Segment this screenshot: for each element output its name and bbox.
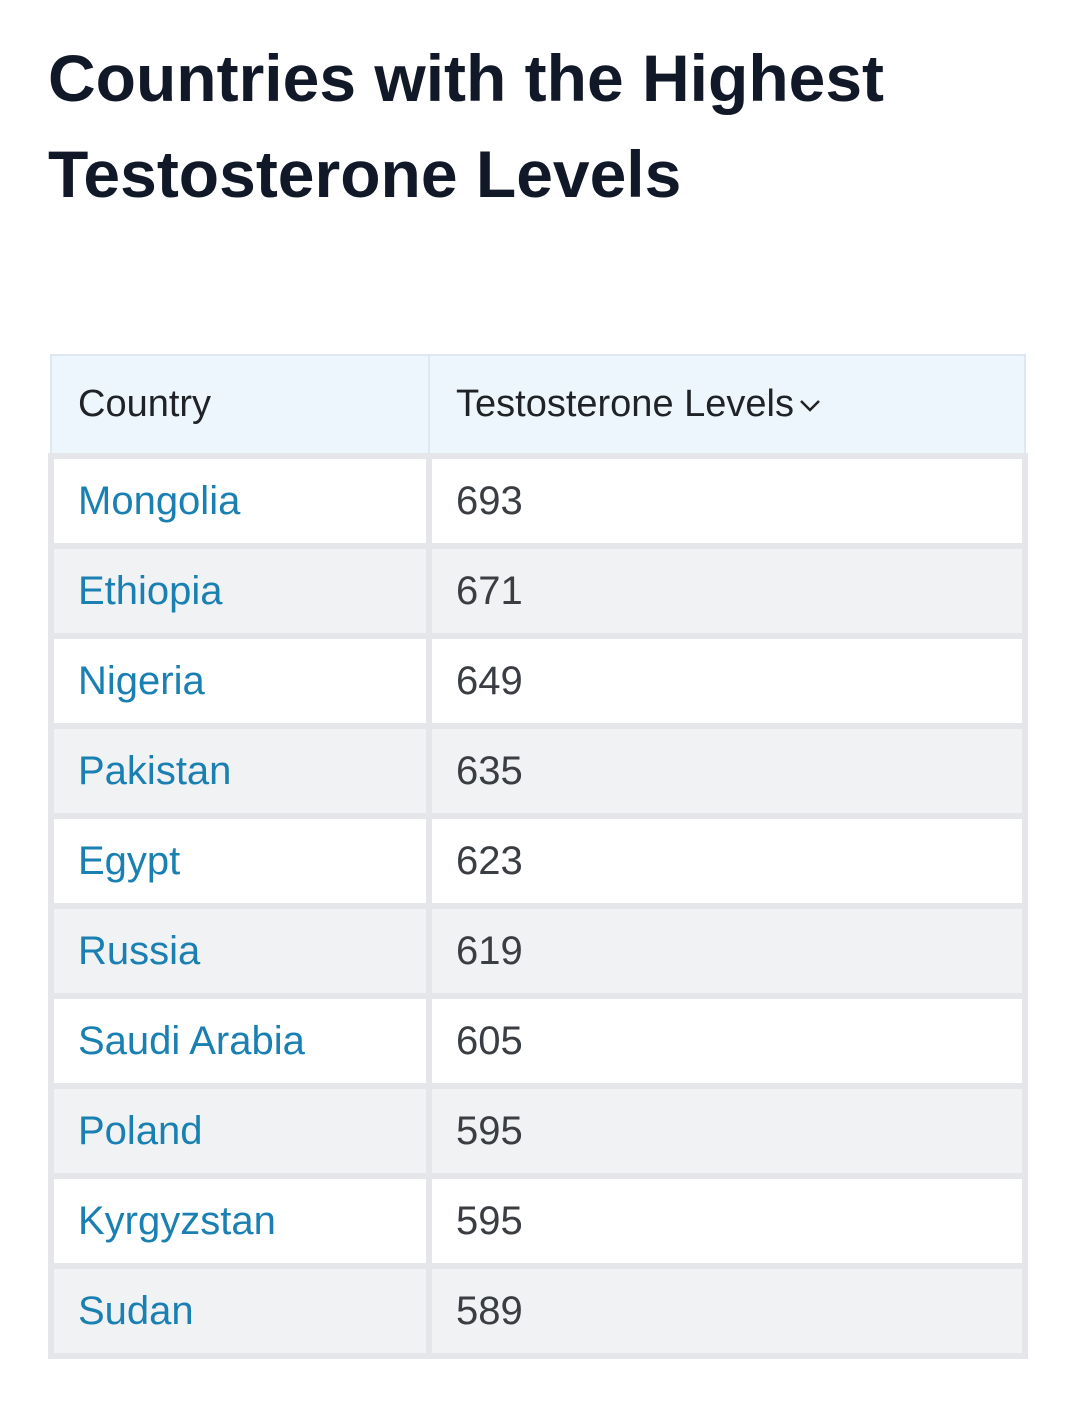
country-link[interactable]: Sudan (48, 1263, 432, 1359)
data-table: Country Testosterone Levels Mongolia 693 E… (48, 354, 1028, 1359)
country-link[interactable]: Mongolia (48, 453, 432, 549)
column-header-text: Testosterone Levels (456, 383, 794, 425)
column-header[interactable]: Testosterone Levels (428, 354, 1026, 458)
column-header[interactable]: Country (50, 354, 430, 458)
country-link[interactable]: Kyrgyzstan (48, 1173, 432, 1269)
testosterone-value: 595 (426, 1173, 1028, 1269)
page-title: Countries with the Highest Testosterone … (48, 41, 885, 211)
testosterone-value: 605 (426, 993, 1028, 1089)
country-link[interactable]: Ethiopia (48, 543, 432, 639)
country-link[interactable]: Pakistan (48, 723, 432, 819)
testosterone-value: 649 (426, 633, 1028, 729)
table-row: Poland 595 (48, 1083, 1028, 1179)
testosterone-value: 589 (426, 1263, 1028, 1359)
table-body: Mongolia 693 Ethiopia 671 Nigeria 649 Pakistan… (48, 453, 1028, 1359)
table-row: Pakistan 635 (48, 723, 1028, 819)
country-link[interactable]: Russia (48, 903, 432, 999)
column-header-text: Country (78, 383, 212, 425)
testosterone-value: 635 (426, 723, 1028, 819)
table-row: Nigeria 649 (48, 633, 1028, 729)
country-link[interactable]: Poland (48, 1083, 432, 1179)
testosterone-value: 671 (426, 543, 1028, 639)
header-row: Country Testosterone Levels (50, 354, 1026, 458)
testosterone-value: 693 (426, 453, 1028, 549)
country-link[interactable]: Nigeria (48, 633, 432, 729)
testosterone-value: 595 (426, 1083, 1028, 1179)
testosterone-value: 619 (426, 903, 1028, 999)
table-row: Egypt 623 (48, 813, 1028, 909)
table-row: Saudi Arabia 605 (48, 993, 1028, 1089)
sort-icon (800, 400, 820, 412)
table-row: Russia 619 (48, 903, 1028, 999)
country-link[interactable]: Saudi Arabia (48, 993, 432, 1089)
testosterone-value: 623 (426, 813, 1028, 909)
table-row: Ethiopia 671 (48, 543, 1028, 639)
country-link[interactable]: Egypt (48, 813, 432, 909)
table-row: Mongolia 693 (48, 453, 1028, 549)
table-row: Sudan 589 (48, 1263, 1028, 1359)
table-row: Kyrgyzstan 595 (48, 1173, 1028, 1269)
